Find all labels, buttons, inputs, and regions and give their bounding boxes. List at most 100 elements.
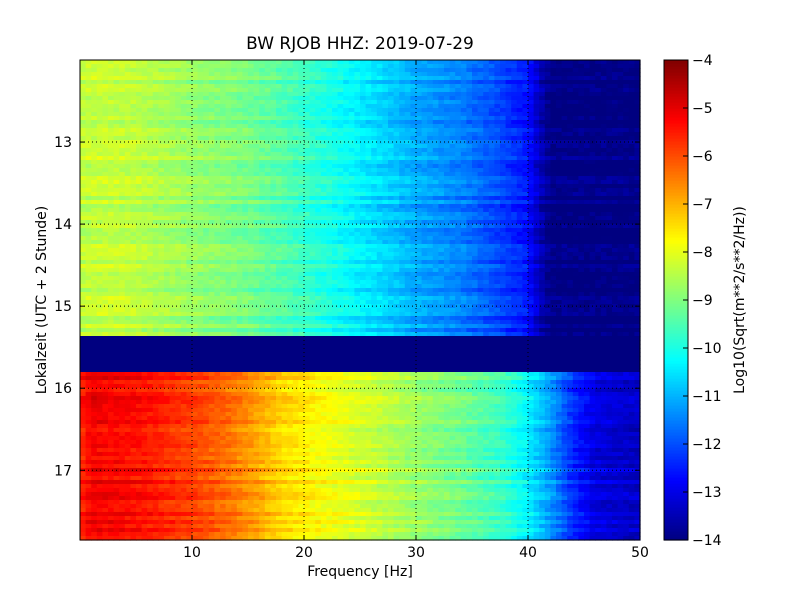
- heatmap-cell: [460, 224, 467, 229]
- heatmap-cell: [600, 248, 607, 253]
- heatmap-cell: [119, 124, 126, 129]
- heatmap-cell: [326, 248, 333, 253]
- heatmap-cell: [556, 180, 563, 185]
- heatmap-cell: [320, 92, 327, 97]
- heatmap-cell: [186, 164, 193, 169]
- heatmap-cell: [539, 160, 546, 165]
- heatmap-cell: [326, 132, 333, 137]
- heatmap-cell: [276, 192, 283, 197]
- heatmap-cell: [539, 108, 546, 113]
- heatmap-cell: [158, 164, 165, 169]
- heatmap-cell: [438, 100, 445, 105]
- heatmap-cell: [399, 72, 406, 77]
- heatmap-cell: [309, 152, 316, 157]
- heatmap-cell: [606, 76, 613, 81]
- heatmap-cell: [438, 136, 445, 141]
- heatmap-cell: [164, 92, 171, 97]
- heatmap-cell: [141, 212, 148, 217]
- heatmap-cell: [208, 184, 215, 189]
- heatmap-cell: [410, 72, 417, 77]
- heatmap-cell: [348, 96, 355, 101]
- heatmap-cell: [147, 256, 154, 261]
- heatmap-cell: [589, 72, 596, 77]
- heatmap-cell: [281, 72, 288, 77]
- heatmap-cell: [214, 120, 221, 125]
- heatmap-cell: [399, 252, 406, 257]
- heatmap-cell: [371, 232, 378, 237]
- heatmap-cell: [276, 220, 283, 225]
- heatmap-cell: [270, 80, 277, 85]
- heatmap-cell: [393, 156, 400, 161]
- heatmap-cell: [91, 196, 98, 201]
- heatmap-cell: [511, 148, 518, 153]
- heatmap-cell: [371, 112, 378, 117]
- heatmap-cell: [595, 200, 602, 205]
- heatmap-cell: [516, 76, 523, 81]
- heatmap-cell: [416, 168, 423, 173]
- heatmap-cell: [180, 132, 187, 137]
- heatmap-cell: [365, 208, 372, 213]
- heatmap-cell: [393, 228, 400, 233]
- heatmap-cell: [522, 152, 529, 157]
- heatmap-cell: [371, 220, 378, 225]
- heatmap-cell: [315, 104, 322, 109]
- heatmap-cell: [561, 144, 568, 149]
- heatmap-cell: [80, 180, 87, 185]
- heatmap-cell: [438, 212, 445, 217]
- heatmap-cell: [556, 104, 563, 109]
- heatmap-cell: [332, 192, 339, 197]
- heatmap-cell: [304, 168, 311, 173]
- heatmap-cell: [208, 128, 215, 133]
- heatmap-cell: [175, 220, 182, 225]
- heatmap-cell: [466, 148, 473, 153]
- heatmap-cell: [488, 100, 495, 105]
- heatmap-cell: [175, 216, 182, 221]
- heatmap-cell: [432, 144, 439, 149]
- heatmap-cell: [528, 168, 535, 173]
- heatmap-cell: [466, 232, 473, 237]
- heatmap-cell: [180, 176, 187, 181]
- heatmap-cell: [634, 84, 641, 89]
- heatmap-cell: [85, 156, 92, 161]
- heatmap-cell: [612, 92, 619, 97]
- heatmap-cell: [253, 76, 260, 81]
- heatmap-cell: [343, 156, 350, 161]
- heatmap-cell: [567, 80, 574, 85]
- heatmap-cell: [410, 252, 417, 257]
- heatmap-cell: [180, 104, 187, 109]
- heatmap-cell: [203, 156, 210, 161]
- heatmap-cell: [192, 256, 199, 261]
- heatmap-cell: [416, 176, 423, 181]
- heatmap-cell: [477, 212, 484, 217]
- heatmap-cell: [96, 60, 103, 65]
- heatmap-cell: [91, 184, 98, 189]
- heatmap-cell: [231, 96, 238, 101]
- heatmap-cell: [539, 64, 546, 69]
- heatmap-cell: [337, 120, 344, 125]
- heatmap-cell: [556, 164, 563, 169]
- heatmap-cell: [192, 80, 199, 85]
- heatmap-cell: [320, 232, 327, 237]
- heatmap-cell: [287, 100, 294, 105]
- heatmap-cell: [242, 136, 249, 141]
- heatmap-cell: [595, 88, 602, 93]
- heatmap-cell: [516, 100, 523, 105]
- heatmap-cell: [399, 248, 406, 253]
- heatmap-cell: [141, 60, 148, 65]
- heatmap-cell: [550, 224, 557, 229]
- heatmap-cell: [444, 104, 451, 109]
- heatmap-cell: [259, 156, 266, 161]
- heatmap-cell: [399, 108, 406, 113]
- heatmap-cell: [113, 176, 120, 181]
- heatmap-cell: [410, 100, 417, 105]
- heatmap-cell: [287, 68, 294, 73]
- heatmap-cell: [416, 192, 423, 197]
- heatmap-cell: [477, 116, 484, 121]
- heatmap-cell: [522, 88, 529, 93]
- heatmap-cell: [343, 116, 350, 121]
- heatmap-cell: [348, 192, 355, 197]
- heatmap-cell: [600, 164, 607, 169]
- heatmap-cell: [382, 172, 389, 177]
- heatmap-cell: [561, 220, 568, 225]
- heatmap-cell: [466, 184, 473, 189]
